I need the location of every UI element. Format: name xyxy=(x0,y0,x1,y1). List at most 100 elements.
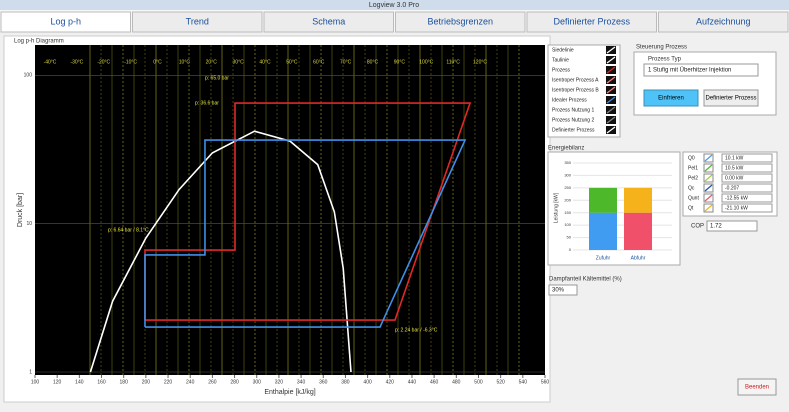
reading-box xyxy=(721,183,773,193)
reading-box xyxy=(721,163,773,173)
defined-label: Definierter Prozess xyxy=(705,96,756,102)
x-tick-label: 300 xyxy=(253,379,262,385)
isotherm-label: 90°C xyxy=(394,59,406,65)
tab[interactable] xyxy=(658,11,789,33)
energy-y-label: Leistung [kW] xyxy=(553,192,559,223)
tab-label: Log p-h xyxy=(50,16,81,26)
tab[interactable] xyxy=(395,11,526,33)
tab[interactable] xyxy=(132,11,263,33)
energy-tick-label: 150 xyxy=(564,210,571,215)
reading-label: Qc xyxy=(688,185,695,191)
legend-label: Definierter Prozess xyxy=(552,127,595,133)
isotherm-label: 110°C xyxy=(446,59,460,65)
energy-tick-label: 100 xyxy=(564,222,571,227)
energy-bar xyxy=(589,212,617,250)
diagram-title: Log p-h Diagramm xyxy=(14,39,64,45)
reading-line xyxy=(704,154,713,162)
x-tick-label: 500 xyxy=(474,379,483,385)
energy-tick-label: 0 xyxy=(569,247,572,252)
energy-tick-label: 200 xyxy=(564,197,571,202)
x-tick-label: 120 xyxy=(53,379,62,385)
annotation: p: 65.0 bar xyxy=(205,75,229,81)
legend-line xyxy=(606,76,616,84)
vapor-box xyxy=(548,284,578,296)
isotherm-label: 40°C xyxy=(259,59,271,65)
isotherm-label: 60°C xyxy=(313,59,325,65)
vapor-value: 30% xyxy=(552,288,565,294)
annotation: p: 6.64 bar / 8.1°C xyxy=(108,227,149,233)
isotherm-label: -30°C xyxy=(70,59,83,65)
tab-label: Aufzeichnung xyxy=(696,16,751,26)
isotherm-label: 80°C xyxy=(367,59,379,65)
isotherm-label: 20°C xyxy=(206,59,218,65)
tab-label: Trend xyxy=(186,16,209,26)
x-tick-label: 200 xyxy=(142,379,151,385)
x-tick-label: 340 xyxy=(297,379,306,385)
reading-line xyxy=(704,184,713,192)
y-tick-label: 10 xyxy=(26,221,32,227)
isotherm-label: -10°C xyxy=(124,59,137,65)
reading-label: Pel1 xyxy=(688,165,698,171)
reading-value: 10.5 kW xyxy=(725,165,744,171)
reading-value: 0.00 kW xyxy=(725,175,744,181)
isotherm-label: -20°C xyxy=(97,59,110,65)
x-tick-label: 180 xyxy=(120,379,129,385)
x-axis-label: Enthalpie [kJ/kg] xyxy=(264,389,315,396)
energy-tick-label: 300 xyxy=(564,172,571,177)
legend-label: Isentroper Prozess A xyxy=(552,77,599,83)
x-tick-label: 520 xyxy=(496,379,505,385)
isotherm-label: -40°C xyxy=(44,59,57,65)
legend-label: Prozess Nutzung 1 xyxy=(552,107,594,113)
exit-button[interactable] xyxy=(737,378,777,396)
reading-line xyxy=(704,204,713,212)
energy-bar xyxy=(624,187,652,213)
x-tick-label: 380 xyxy=(341,379,350,385)
saturation-dome xyxy=(89,130,352,373)
x-tick-label: 440 xyxy=(408,379,417,385)
x-tick-label: 160 xyxy=(97,379,106,385)
legend-label: Siedelinie xyxy=(552,47,574,53)
reading-label: Q0 xyxy=(688,155,695,161)
legend-label: Taulinie xyxy=(552,57,569,63)
process-cycle xyxy=(144,139,467,328)
x-tick-label: 220 xyxy=(164,379,173,385)
reading-line xyxy=(704,174,713,182)
x-tick-label: 480 xyxy=(452,379,461,385)
x-tick-label: 540 xyxy=(519,379,528,385)
annotation: p: 36.6 bar xyxy=(195,100,219,106)
tab[interactable] xyxy=(526,11,657,33)
process-cycle xyxy=(144,102,472,321)
x-tick-label: 360 xyxy=(319,379,328,385)
isotherm-label: 30°C xyxy=(233,59,245,65)
annotation: p: 2.24 bar / -6.3°C xyxy=(395,327,438,333)
tab[interactable] xyxy=(263,11,394,33)
energy-tick-label: 250 xyxy=(564,185,571,190)
reading-box xyxy=(721,203,773,213)
energy-category: Zufuhr xyxy=(596,255,611,261)
energy-title: Energiebilanz xyxy=(548,146,584,152)
tab-label: Definierter Prozess xyxy=(553,16,630,26)
energy-tick-label: 350 xyxy=(564,160,571,165)
freeze-button[interactable] xyxy=(643,89,699,107)
reading-label: Qunt xyxy=(688,195,699,201)
legend-label: Prozess xyxy=(552,67,571,73)
energy-bar xyxy=(624,212,652,250)
energy-category: Abfuhr xyxy=(631,255,646,261)
type-dropdown[interactable] xyxy=(643,63,759,77)
x-tick-label: 320 xyxy=(275,379,284,385)
y-tick-label: 100 xyxy=(24,73,33,79)
x-tick-label: 100 xyxy=(31,379,40,385)
legend-line xyxy=(606,96,616,104)
defined-button[interactable] xyxy=(703,89,759,107)
vapor-label: Dampfanteil Kältemittel (%) xyxy=(549,277,622,283)
x-tick-label: 460 xyxy=(430,379,439,385)
energy-bar xyxy=(589,187,617,213)
legend-label: Isentroper Prozess B xyxy=(552,87,599,93)
reading-value: -0.207 xyxy=(725,185,739,191)
legend-label: Idealer Prozess xyxy=(552,97,587,103)
y-axis-label: Druck [bar] xyxy=(17,193,24,227)
y-tick-label: 1 xyxy=(29,369,32,375)
tab[interactable] xyxy=(0,11,131,33)
window-title: Logview 3.0 Pro xyxy=(369,2,419,9)
x-tick-label: 400 xyxy=(363,379,372,385)
